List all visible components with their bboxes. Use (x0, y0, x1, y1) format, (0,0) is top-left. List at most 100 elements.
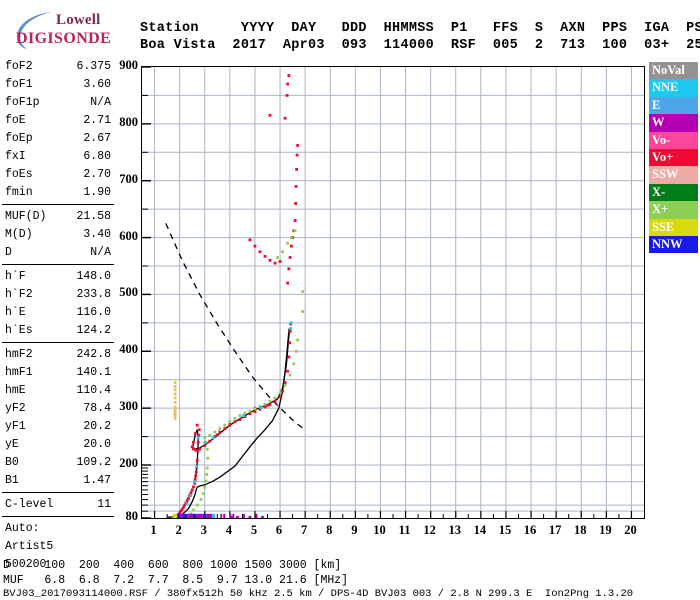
y-tick-300: 300 (119, 399, 138, 414)
x-tick-10: 10 (373, 523, 386, 537)
param-row-yf1: yF1 20.2 (2, 418, 114, 436)
ionogram-parameter-panel: foF2 6.375 foF1 3.60 foF1p N/A foE 2.71 foEp 2.67… (2, 58, 114, 574)
param-key: yF2 (5, 402, 26, 415)
x-tick-8: 8 (326, 523, 333, 537)
x-tick-9: 9 (351, 523, 358, 537)
y-tick-600: 600 (119, 228, 138, 243)
ionogram-plot (141, 66, 645, 519)
direction-legend: NoVal NNE E W Vo- Vo+ SSW X- X+ SSE NNW (649, 62, 698, 254)
x-tick-5: 5 (250, 523, 258, 537)
param-value: 140.1 (76, 366, 111, 379)
legend-item-x[interactable]: X+ (649, 201, 698, 219)
x-tick-17: 17 (548, 523, 562, 537)
y-tick-400: 400 (119, 342, 138, 357)
param-row-he: h`E 116.0 (2, 304, 114, 322)
param-value: 242.8 (76, 348, 111, 361)
param-value: 124.2 (76, 324, 111, 337)
param-row-hes: h`Es 124.2 (2, 322, 114, 340)
legend-item-nnw[interactable]: NNW (649, 235, 698, 254)
y-tick-900: 900 (119, 58, 138, 72)
x-tick-13: 13 (448, 523, 462, 537)
x-tick-15: 15 (498, 523, 512, 537)
param-row-fxi: fxI 6.80 (2, 148, 114, 166)
muf-row: MUF 6.8 6.8 7.2 7.7 8.5 9.7 13.0 21.6 [M… (3, 574, 349, 587)
x-tick-6: 6 (275, 523, 283, 537)
y-tick-500: 500 (119, 285, 138, 300)
param-row-hf: h`F 148.0 (2, 268, 114, 286)
param-value: 20.2 (83, 420, 111, 433)
legend-item-ssw[interactable]: SSW (649, 166, 698, 184)
param-separator (2, 204, 114, 205)
x-tick-7: 7 (301, 523, 308, 537)
param-separator (2, 516, 114, 517)
y-tick-80: 80 (125, 509, 139, 523)
param-row-yf2: yF2 78.4 (2, 400, 114, 418)
param-value: 116.0 (76, 306, 111, 319)
param-value: 6.375 (76, 60, 111, 73)
param-value: 3.60 (83, 78, 111, 91)
param-key: hmF1 (5, 366, 33, 379)
param-row-foe: foE 2.71 (2, 112, 114, 130)
x-tick-18: 18 (574, 523, 587, 537)
y-axis-labels: 80 200 300 400 500 600 700 800 900 (108, 58, 138, 538)
param-key: M(D) (5, 228, 33, 241)
ionogram-canvas (142, 67, 644, 518)
legend-item-vo[interactable]: Vo+ (649, 148, 698, 167)
y-tick-700: 700 (119, 171, 138, 186)
param-key: hmF2 (5, 348, 33, 361)
file-footer: BVJ03_2017093114000.RSF / 380fx512h 50 k… (3, 588, 634, 600)
x-tick-1: 1 (150, 523, 157, 537)
x-tick-2: 2 (175, 523, 182, 537)
param-value: 148.0 (76, 270, 111, 283)
param-key: h`F (5, 270, 26, 283)
x-tick-12: 12 (423, 523, 436, 537)
x-tick-3: 3 (200, 523, 207, 537)
param-key: foEs (5, 168, 33, 181)
param-key: B0 (5, 456, 19, 469)
station-header: Station YYYY DAY DDD HHMMSS P1 FFS S AXN… (140, 20, 700, 54)
x-axis-labels: 1 2 3 4 5 6 7 8 9 10 11 12 13 14 15 16 17 18 19 20 (130, 523, 670, 543)
x-tick-4: 4 (225, 523, 232, 537)
param-key: B1 (5, 474, 19, 487)
legend-item-vo[interactable]: Vo- (649, 131, 698, 149)
auto-line-1: Artist5 (5, 540, 54, 553)
y-tick-800: 800 (119, 114, 138, 129)
distance-row: D 100 200 400 600 800 1000 1500 3000 [km… (3, 559, 342, 572)
legend-item-w[interactable]: W (649, 114, 698, 132)
header-values-row: Boa Vista 2017 Apr03 093 114000 RSF 005 … (140, 38, 700, 53)
param-value: 1.90 (83, 186, 111, 199)
param-separator (2, 264, 114, 265)
auto-line-0: Auto: (5, 522, 40, 535)
param-value: 2.67 (83, 132, 111, 145)
param-row-d: D N/A (2, 244, 114, 262)
param-row-mufd: MUF(D) 21.58 (2, 208, 114, 226)
legend-item-e[interactable]: E (649, 96, 698, 115)
param-value: N/A (90, 96, 111, 109)
legend-item-nne[interactable]: NNE (649, 79, 698, 97)
x-tick-11: 11 (398, 523, 411, 537)
param-key: C-level (5, 498, 54, 511)
y-tick-200: 200 (119, 456, 138, 470)
param-row-hmf2: hmF2 242.8 (2, 346, 114, 364)
param-row-b0: B0 109.2 (2, 454, 114, 472)
param-row-hmf1: hmF1 140.1 (2, 364, 114, 382)
legend-item-sse[interactable]: SSE (649, 218, 698, 236)
x-tick-14: 14 (473, 523, 487, 537)
auto-line-2: 500200 (5, 558, 47, 571)
param-row-b1: B1 1.47 (2, 472, 114, 490)
param-value: 11 (97, 498, 111, 511)
legend-item-noval[interactable]: NoVal (649, 62, 698, 80)
param-row-clevel: C-level 11 (2, 496, 114, 514)
param-value: 109.2 (76, 456, 111, 469)
x-tick-19: 19 (599, 523, 612, 537)
param-key: yF1 (5, 420, 26, 433)
param-row-hme: hmE 110.4 (2, 382, 114, 400)
logo-lowell: Lowell (56, 12, 101, 28)
header-labels-row: Station YYYY DAY DDD HHMMSS P1 FFS S AXN… (140, 21, 700, 36)
legend-item-x[interactable]: X- (649, 183, 698, 202)
param-row-fof1p: foF1p N/A (2, 94, 114, 112)
param-key: D (5, 246, 12, 259)
param-row-fof2: foF2 6.375 (2, 58, 114, 76)
param-row-md: M(D) 3.40 (2, 226, 114, 244)
param-key: foE (5, 114, 26, 127)
